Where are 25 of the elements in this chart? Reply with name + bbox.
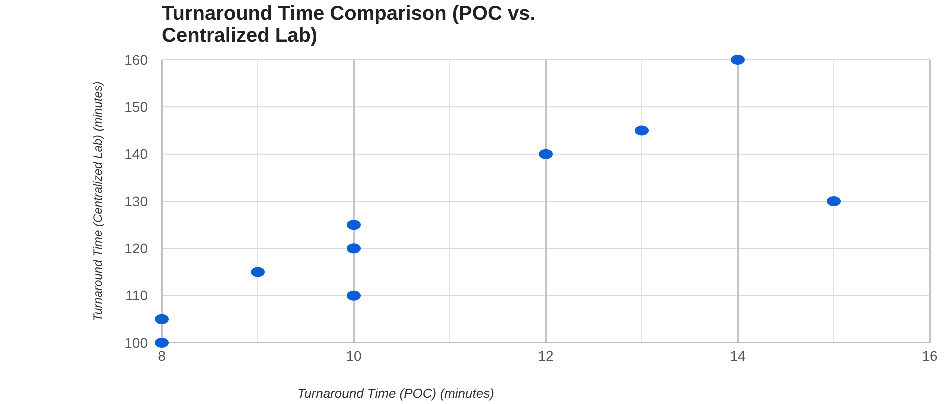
- x-tick-label: 10: [346, 348, 362, 364]
- x-tick-label: 16: [922, 348, 938, 364]
- point: [251, 267, 265, 278]
- y-tick-label: 130: [124, 193, 148, 210]
- point: [539, 149, 553, 160]
- y-tick-label: 150: [124, 99, 148, 116]
- point: [827, 196, 841, 206]
- x-axis-title: Turnaround Time (POC) (minutes): [298, 386, 494, 401]
- x-tick-label: 12: [538, 348, 554, 364]
- x-tick-label: 14: [730, 348, 746, 364]
- point: [347, 244, 361, 254]
- y-tick-label: 140: [124, 146, 148, 162]
- y-tick-label: 110: [126, 288, 148, 304]
- point: [155, 314, 169, 324]
- y-axis-title: Turnaround Time (Centralized Lab) (minutes): [91, 82, 105, 322]
- x-tick-label: 8: [158, 348, 166, 364]
- y-tick-label: 160: [124, 52, 148, 68]
- chart-title: Turnaround Time Comparison (POC vs. Centralized Lab): [162, 3, 536, 47]
- point: [347, 220, 361, 230]
- point: [635, 126, 649, 136]
- point: [347, 290, 361, 301]
- y-tick-label: 120: [124, 240, 148, 257]
- y-tick-label: 100: [124, 334, 148, 351]
- point: [731, 55, 745, 65]
- point: [155, 338, 169, 348]
